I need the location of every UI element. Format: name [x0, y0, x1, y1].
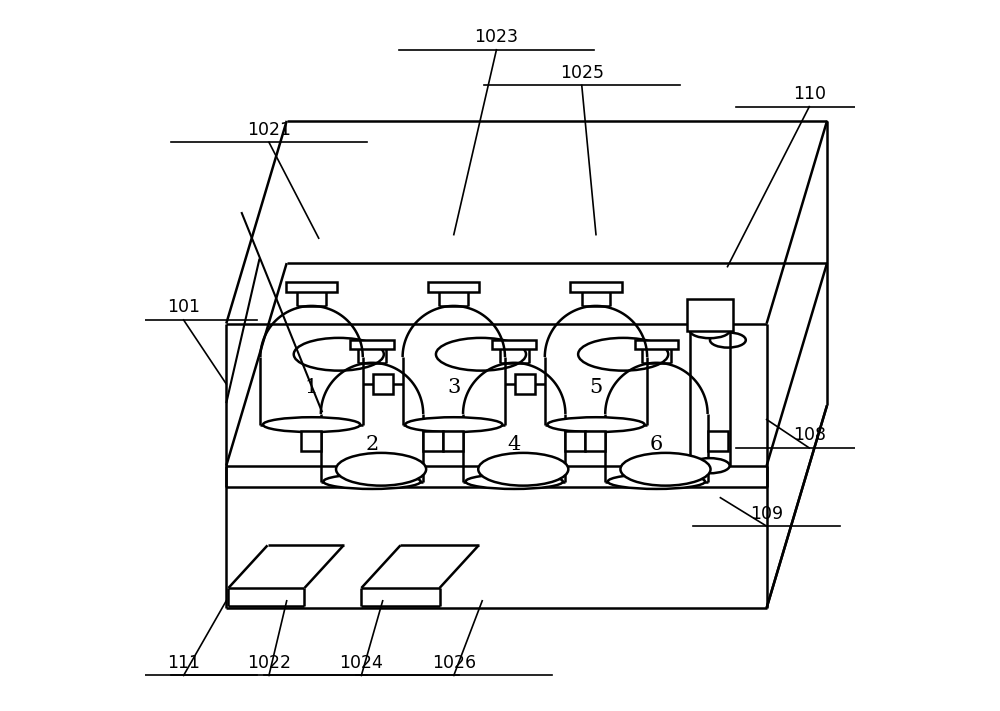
Ellipse shape	[710, 333, 746, 348]
Ellipse shape	[608, 474, 705, 489]
Ellipse shape	[263, 417, 360, 432]
Text: 108: 108	[793, 427, 826, 444]
Ellipse shape	[620, 453, 711, 486]
Bar	[492, 341, 536, 349]
Ellipse shape	[336, 453, 426, 486]
Text: 4: 4	[508, 435, 521, 454]
Bar	[373, 374, 393, 394]
Text: 109: 109	[750, 505, 783, 523]
Ellipse shape	[547, 417, 645, 432]
Bar	[286, 282, 337, 292]
Text: 110: 110	[793, 85, 826, 103]
Ellipse shape	[466, 474, 563, 489]
Text: 101: 101	[167, 299, 200, 316]
Bar	[423, 431, 443, 451]
Ellipse shape	[323, 474, 421, 489]
Text: 1022: 1022	[247, 654, 291, 672]
Text: 1026: 1026	[432, 654, 476, 672]
Text: 3: 3	[447, 378, 460, 397]
Bar	[687, 299, 733, 331]
Ellipse shape	[405, 417, 502, 432]
Bar	[428, 282, 479, 292]
Bar	[708, 431, 728, 451]
Text: 1024: 1024	[339, 654, 383, 672]
Ellipse shape	[690, 458, 730, 474]
Text: 5: 5	[589, 378, 603, 397]
Bar	[301, 431, 321, 451]
Text: 2: 2	[365, 435, 379, 454]
Text: 6: 6	[650, 435, 663, 454]
Ellipse shape	[294, 338, 384, 370]
Text: 1025: 1025	[560, 64, 604, 82]
Bar	[515, 374, 535, 394]
Text: 1023: 1023	[474, 28, 518, 46]
Bar	[585, 431, 605, 451]
Ellipse shape	[436, 338, 526, 370]
Ellipse shape	[578, 338, 668, 370]
Ellipse shape	[478, 453, 568, 486]
Text: 1021: 1021	[247, 121, 291, 139]
Bar	[565, 431, 585, 451]
Bar	[443, 431, 463, 451]
Ellipse shape	[690, 323, 730, 338]
Text: 111: 111	[167, 654, 200, 672]
Bar	[350, 341, 394, 349]
Bar	[635, 341, 678, 349]
Bar	[570, 282, 622, 292]
Text: 1: 1	[305, 378, 318, 397]
